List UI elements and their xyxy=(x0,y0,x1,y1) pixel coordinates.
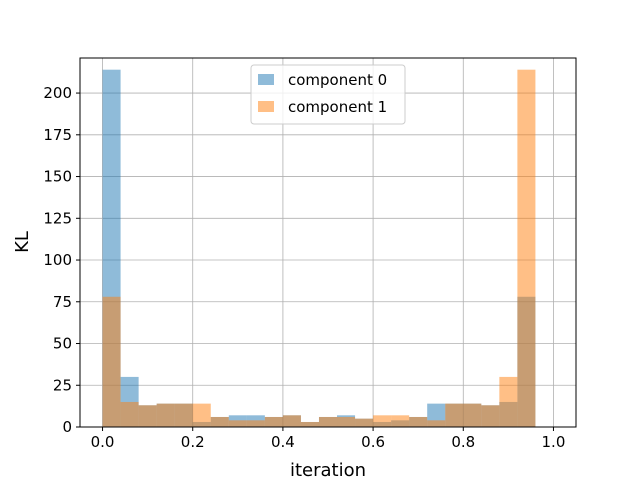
plot-area-frame xyxy=(79,57,577,428)
bar-component-1 xyxy=(264,416,283,427)
bar-component-1 xyxy=(282,415,301,427)
bar-component-1 xyxy=(373,415,392,427)
x-tick-label: 0.6 xyxy=(361,433,385,451)
bar-component-1 xyxy=(138,405,157,427)
bar-component-1 xyxy=(174,403,193,427)
histogram-bars xyxy=(102,69,536,428)
bar-component-1 xyxy=(445,403,464,427)
y-axis-label: KL xyxy=(12,231,33,253)
y-tick-label: 175 xyxy=(43,126,72,144)
x-tick-label: 0.0 xyxy=(91,433,115,451)
bar-component-1 xyxy=(300,421,319,427)
bar-component-1 xyxy=(192,403,211,427)
legend: component 0 component 1 xyxy=(250,64,406,125)
legend-label-component-0: component 0 xyxy=(288,71,387,89)
legend-swatch-component-1 xyxy=(258,101,274,112)
x-tick-label: 0.4 xyxy=(271,433,295,451)
bar-component-1 xyxy=(427,420,446,427)
y-tick-label: 25 xyxy=(53,376,72,394)
y-tick-label: 100 xyxy=(43,251,72,269)
x-tick-label: 0.8 xyxy=(451,433,475,451)
bar-component-1 xyxy=(337,416,356,427)
bar-component-1 xyxy=(156,403,175,427)
x-tick-label: 0.2 xyxy=(181,433,205,451)
y-tick-label: 125 xyxy=(43,209,72,227)
axis-ticks: 0.0 0.2 0.4 0.6 0.8 1.0 0 25 50 75 100 125 150 175 200 xyxy=(43,84,565,451)
bar-component-1 xyxy=(318,416,338,427)
bar-component-1 xyxy=(481,405,500,427)
bar-component-1 xyxy=(120,401,139,427)
bar-component-1 xyxy=(391,415,410,427)
bar-component-1 xyxy=(499,376,518,427)
bar-component-1 xyxy=(517,69,536,428)
bar-component-1 xyxy=(102,296,121,427)
legend-swatch-component-0 xyxy=(258,74,274,85)
bar-component-1 xyxy=(463,403,482,427)
bar-component-1 xyxy=(409,416,428,427)
y-tick-label: 75 xyxy=(53,293,72,311)
bar-component-1 xyxy=(228,420,247,427)
x-axis-label: iteration xyxy=(290,460,366,480)
legend-frame xyxy=(250,64,406,125)
bar-component-1 xyxy=(210,416,229,427)
y-tick-label: 50 xyxy=(53,335,72,353)
y-tick-label: 200 xyxy=(43,84,72,102)
x-tick-label: 1.0 xyxy=(542,433,566,451)
legend-label-component-1: component 1 xyxy=(288,98,387,116)
bar-component-1 xyxy=(246,420,265,427)
y-tick-label: 150 xyxy=(43,168,72,186)
bar-component-1 xyxy=(355,418,374,427)
y-tick-label: 0 xyxy=(62,418,72,436)
